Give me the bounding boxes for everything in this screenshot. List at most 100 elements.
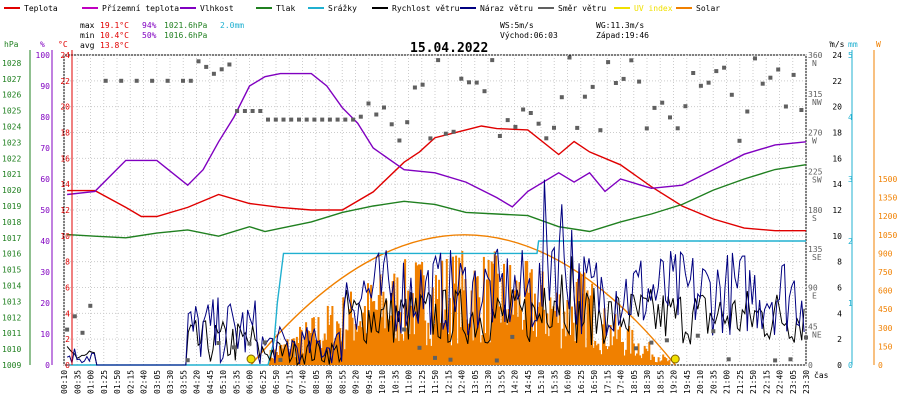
pct-unit: %	[40, 40, 45, 49]
pct-tick-label: 70	[40, 144, 50, 153]
time-tick-label: 13:30	[484, 370, 493, 394]
time-tick-label: 10:10	[378, 370, 387, 394]
wind-direction-point	[242, 109, 247, 113]
solar-bar	[350, 291, 352, 365]
solar-bar	[424, 320, 427, 365]
solar-bar	[597, 343, 600, 365]
wind-direction-point	[196, 59, 201, 64]
solar-bar	[336, 321, 339, 365]
solar-bar	[634, 355, 637, 365]
solar-bar	[329, 315, 332, 365]
dir-tick-label: 90	[808, 284, 818, 293]
wind-direction-point	[289, 117, 294, 122]
solar-bar	[537, 306, 539, 365]
hpa-tick-label: 1021	[2, 170, 21, 179]
solar-bar	[303, 338, 306, 365]
solar-bar	[606, 349, 609, 365]
solar-bar	[636, 353, 638, 365]
ms-tick-label: 24	[832, 51, 842, 60]
hpa-tick-label: 1009	[2, 361, 21, 370]
wind-direction-point	[644, 126, 649, 131]
svg-text:1021.6hPa: 1021.6hPa	[164, 21, 208, 30]
series-line-sr-ky	[67, 240, 806, 366]
solar-bar	[387, 319, 390, 365]
wind-direction-point	[263, 340, 267, 345]
time-tick-label: 23:30	[802, 370, 811, 394]
svg-text:max: max	[80, 21, 95, 30]
wind-direction-point	[544, 136, 549, 141]
ms-unit: m/s	[830, 40, 845, 49]
solar-bar	[401, 334, 403, 365]
solar-bar	[458, 257, 461, 365]
solar-bar	[503, 263, 505, 365]
w-tick-label: 900	[878, 249, 893, 258]
solar-bar	[504, 309, 507, 365]
wind-direction-point	[745, 109, 750, 114]
solar-bar	[464, 279, 467, 365]
time-tick-label: 19:20	[670, 370, 679, 394]
solar-bar	[380, 317, 383, 365]
solar-bar	[422, 275, 425, 365]
wind-direction-point	[327, 117, 332, 122]
solar-bar	[280, 344, 283, 365]
wind-direction-point	[134, 78, 139, 83]
wind-direction-point	[181, 78, 185, 83]
info-box: WS:5m/s WG:11.3m/s Východ:06:03 Západ:19…	[500, 21, 649, 40]
solar-bar	[651, 354, 654, 365]
series-line-teplota	[67, 125, 806, 232]
degc-tick-label: 14	[60, 180, 70, 189]
wind-direction-point	[722, 65, 727, 70]
solar-bar	[612, 336, 615, 365]
solar-bar	[561, 328, 564, 365]
chart-legend: Teplota Přízemní teplota Vlhkost Tlak Sr…	[4, 4, 720, 13]
time-tick-label: 03:55	[179, 370, 188, 394]
wind-direction-point	[776, 67, 781, 72]
degc-tick-label: 12	[60, 206, 70, 215]
solar-bar	[397, 341, 400, 365]
time-tick-label: 11:25	[418, 370, 427, 394]
svg-text:Srážky: Srážky	[328, 4, 357, 13]
wind-direction-point	[598, 128, 603, 133]
solar-bar	[452, 256, 454, 365]
wind-direction-point	[358, 114, 363, 119]
solar-bar	[605, 346, 607, 365]
wind-direction-point	[788, 357, 793, 362]
solar-bar	[322, 340, 325, 365]
solar-bar	[666, 361, 669, 365]
plot-area	[63, 54, 808, 367]
wind-direction-point	[783, 104, 788, 109]
wind-direction-point	[297, 117, 301, 122]
solar-bar	[639, 355, 642, 365]
solar-bar	[368, 315, 371, 365]
wind-direction-point	[459, 76, 464, 81]
solar-bar	[295, 336, 298, 365]
solar-bar	[507, 309, 510, 365]
dir-tick-label: 45	[808, 322, 818, 331]
wind-direction-point	[185, 358, 190, 363]
solar-bar	[642, 353, 645, 365]
wind-direction-point	[613, 81, 618, 85]
legend-item-smer-vetru: Směr větru	[538, 4, 606, 13]
solar-bar	[526, 260, 529, 365]
stats-box: max 19.1°C 94% 1021.6hPa 2.0mm min 10.4°…	[80, 21, 244, 50]
ms-tick-label: 20	[832, 103, 842, 112]
solar-bar	[629, 353, 632, 365]
svg-text:Tlak: Tlak	[276, 4, 295, 13]
time-tick-label: 20:10	[696, 370, 705, 394]
svg-text:avg: avg	[80, 41, 95, 50]
solar-bar	[272, 358, 275, 365]
legend-item-srazky: Srážky	[308, 4, 357, 13]
wind-direction-point	[227, 62, 232, 67]
ms-tick-label: 2	[837, 335, 842, 344]
sunset-marker	[670, 354, 680, 364]
wind-direction-point	[389, 122, 394, 127]
solar-bar	[365, 333, 368, 365]
pct-tick-label: 90	[40, 82, 50, 91]
solar-bar	[574, 341, 577, 365]
hpa-tick-label: 1026	[2, 91, 21, 100]
solar-bar	[481, 335, 484, 365]
series-line-vlhkost	[67, 72, 807, 208]
time-tick-label: 08:55	[338, 370, 347, 394]
pct-tick-label: 60	[40, 175, 50, 184]
